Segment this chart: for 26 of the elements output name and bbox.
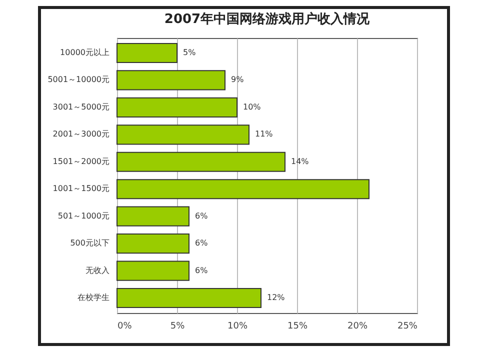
x-tick-label: 15% [287, 322, 308, 332]
y-tick-label: 无收入 [86, 266, 110, 275]
x-tick-label: 10% [227, 322, 248, 332]
y-tick-label: 500元以下 [70, 238, 110, 248]
x-tick-label: 20% [347, 322, 368, 332]
data-label: 6% [195, 238, 208, 248]
data-label: 10% [243, 102, 262, 112]
data-label: 9% [231, 75, 244, 84]
y-tick-label: 1501～2000元 [52, 156, 110, 166]
y-tick-label: 在校学生 [78, 293, 110, 302]
x-tick-label: 25% [397, 322, 418, 332]
data-label: 6% [195, 266, 208, 275]
data-label: 6% [195, 211, 208, 220]
chart-title: 2007年中国网络游戏用户收入情况 [164, 11, 371, 27]
x-tick-label: 0% [118, 322, 132, 332]
data-label: 11% [255, 130, 274, 139]
y-tick-label: 5001～10000元 [48, 75, 110, 84]
y-tick-label: 3001～5000元 [52, 102, 110, 112]
y-tick-label: 2001～3000元 [52, 130, 110, 139]
data-label: 14% [291, 156, 310, 166]
x-tick-label: 5% [170, 322, 186, 332]
data-label: 12% [267, 293, 286, 302]
y-tick-label: 501～1000元 [58, 211, 110, 220]
data-label: 5% [183, 48, 196, 57]
y-tick-label: 10000元以上 [60, 48, 110, 57]
y-tick-label: 1001～1500元 [52, 184, 110, 194]
